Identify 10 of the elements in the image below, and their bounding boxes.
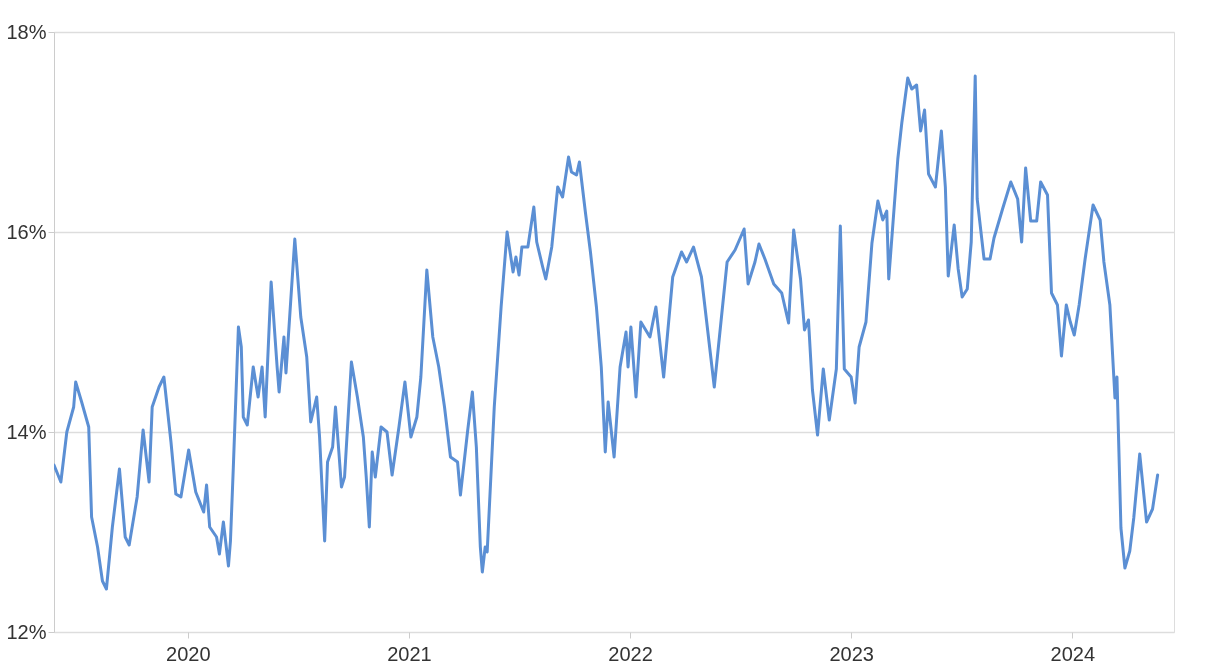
x-tick-label: 2022	[608, 642, 653, 665]
x-tick-label: 2020	[166, 642, 211, 665]
y-tick-label: 14%	[6, 420, 47, 443]
x-tick-label: 2021	[387, 642, 432, 665]
x-tick-label: 2023	[829, 642, 874, 665]
y-tick-label: 16%	[6, 220, 47, 243]
y-tick-label: 18%	[6, 20, 47, 43]
line-series	[54, 74, 1160, 591]
x-tick-label: 2024	[1050, 642, 1096, 665]
y-tick-label: 12%	[6, 620, 47, 643]
